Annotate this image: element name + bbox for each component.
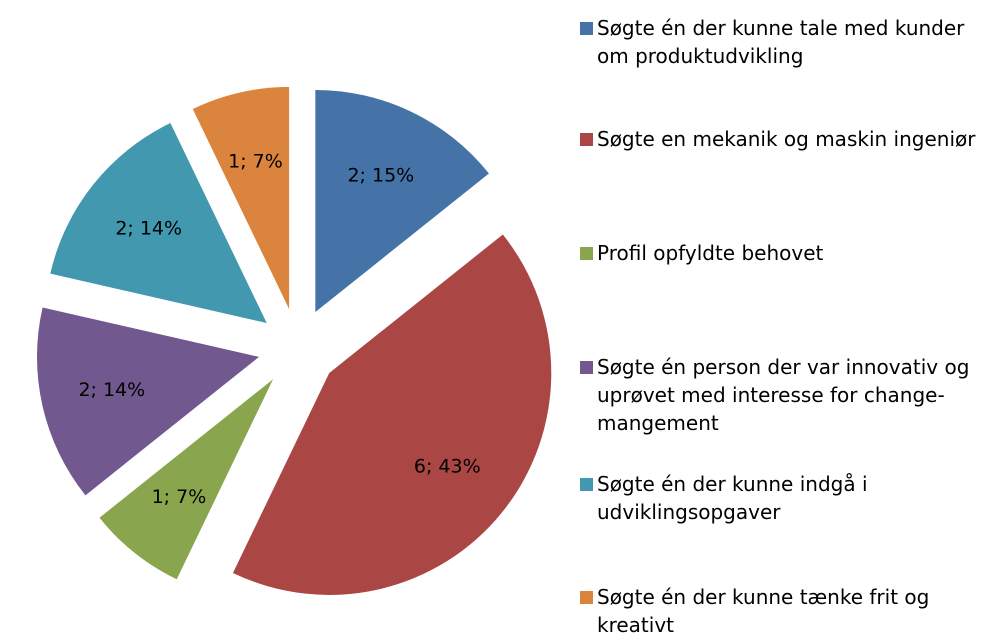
data-label: 1; 7%: [152, 486, 207, 508]
legend-swatch: [580, 478, 593, 491]
legend-swatch: [580, 247, 593, 260]
data-label: 2; 15%: [347, 164, 414, 186]
legend-label: Profil opfyldte behovet: [597, 241, 824, 265]
data-label: 2; 14%: [115, 217, 182, 239]
legend-label: Søgte én der kunne indgå i udviklingsopg…: [597, 472, 868, 524]
legend-label: Søgte en mekanik og maskin ingeniør: [597, 127, 976, 151]
data-label: 1; 7%: [228, 150, 283, 172]
legend-swatch: [580, 361, 593, 374]
pie-slice: [50, 123, 267, 324]
legend-swatch: [580, 133, 593, 146]
legend-entry: Profil opfyldte behovet: [580, 239, 995, 267]
legend-entry: Søgte én der kunne indgå i udviklingsopg…: [580, 470, 995, 526]
pie-slice: [232, 234, 552, 595]
pie-slice: [315, 89, 489, 312]
data-label: 6; 43%: [414, 456, 481, 478]
legend-entry: Søgte en mekanik og maskin ingeniør: [580, 125, 995, 153]
legend-swatch: [580, 22, 593, 35]
chart: 2; 15% 6; 43% 1; 7% 2; 14% 2; 14% 1; 7%: [37, 87, 552, 595]
legend-label: Søgte én person der var innovativ og upr…: [597, 355, 970, 435]
data-label: 2; 14%: [78, 379, 145, 401]
legend-label: Søgte én der kunne tænke frit og kreativ…: [597, 585, 930, 637]
legend-entry: Søgte én person der var innovativ og upr…: [580, 353, 995, 437]
pie-slice: [37, 307, 260, 496]
legend-entry: Søgte én der kunne tænke frit og kreativ…: [580, 583, 995, 639]
legend-entry: Søgte én der kunne tale med kunder om pr…: [580, 14, 995, 70]
pie-slice: [192, 87, 290, 310]
pie-slice: [99, 379, 274, 580]
legend-swatch: [580, 591, 593, 604]
legend-label: Søgte én der kunne tale med kunder om pr…: [597, 16, 965, 68]
